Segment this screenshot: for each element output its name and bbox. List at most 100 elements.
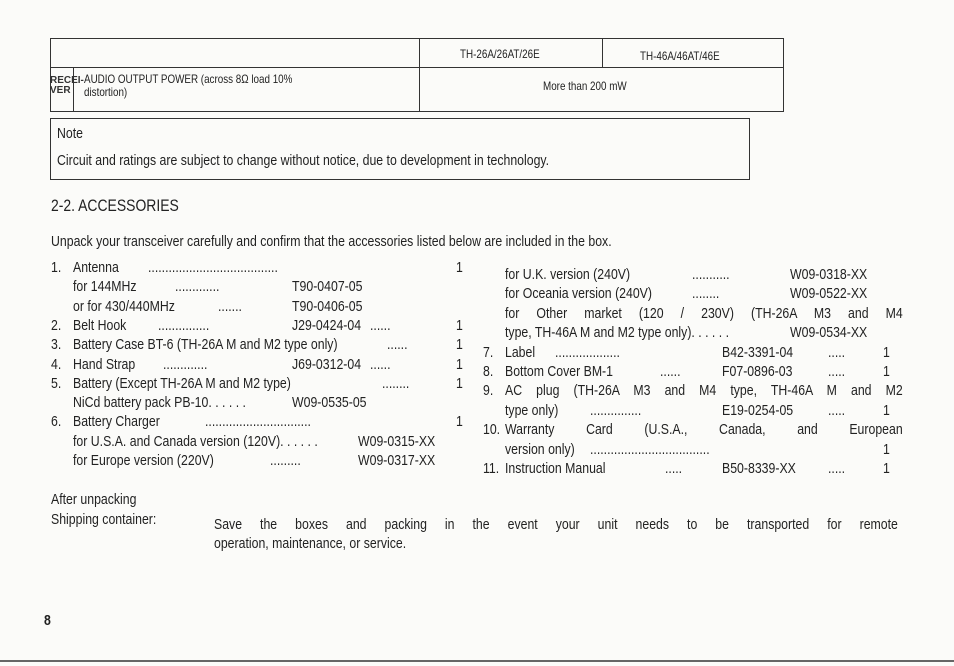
shipping-text: operation, maintenance, or service.: [214, 535, 407, 552]
dot-leader: ......: [387, 336, 408, 354]
section-label-line: RECEI-: [50, 75, 84, 86]
row-value: More than 200 mW: [543, 79, 627, 93]
item-label: Instruction Manual: [505, 460, 606, 477]
quantity: 1: [456, 355, 463, 373]
item-number: 9.: [483, 382, 494, 400]
item-label: for U.S.A. and Canada version (120V). . …: [73, 432, 318, 450]
dot-leader: .............: [163, 355, 208, 373]
item-label: for U.K. version (240V): [505, 266, 631, 283]
table-header-col2: TH-46A/46AT/46E: [640, 49, 720, 63]
item-label: NiCd battery pack PB-10. . . . . .: [73, 394, 246, 412]
quantity: 1: [456, 413, 463, 431]
item-label: for Oceania version (240V): [505, 285, 652, 303]
item-label: or for 430/440MHz: [73, 297, 175, 315]
item-label: type only): [505, 401, 559, 419]
part-number: T90-0406-05: [292, 297, 363, 315]
part-number: W09-0535-05: [292, 394, 367, 412]
section-heading: 2-2. ACCESSORIES: [51, 196, 179, 215]
table-section-label: RECEI- VER: [50, 75, 84, 102]
item-label: Hand Strap: [73, 355, 136, 373]
note-text: Circuit and ratings are subject to chang…: [57, 152, 550, 169]
dot-leader: ......: [660, 363, 681, 380]
part-number: B42-3391-04: [722, 343, 794, 361]
dot-leader: .....: [828, 460, 846, 477]
part-number: E19-0254-05: [722, 401, 794, 419]
item-number: 5.: [51, 374, 62, 392]
part-number: W09-0315-XX: [358, 432, 436, 450]
item-number: 11.: [483, 460, 500, 477]
dot-leader: .....: [828, 343, 846, 361]
quantity: 1: [883, 460, 890, 477]
shipping-label: Shipping container:: [51, 511, 157, 528]
shipping-text: Save the boxes and packing in the event …: [214, 516, 898, 533]
item-label: for Other market (120 / 230V) (TH-26A M3…: [505, 304, 903, 322]
dot-leader: .......: [218, 297, 242, 315]
table-divider: [50, 67, 783, 68]
quantity: 1: [883, 440, 890, 458]
quantity: 1: [883, 343, 890, 361]
part-number: W09-0317-XX: [358, 452, 436, 469]
part-number: T90-0407-05: [292, 278, 363, 296]
intro-text: Unpack your transceiver carefully and co…: [51, 233, 612, 250]
table-divider: [602, 38, 603, 68]
item-label: Battery (Except TH-26A M and M2 type): [73, 374, 291, 392]
dot-leader: ......: [370, 316, 391, 334]
item-label: Warranty Card (U.S.A., Canada, and Europ…: [505, 421, 903, 439]
item-number: 6.: [51, 413, 62, 431]
item-number: 4.: [51, 355, 62, 373]
dot-leader: .............: [175, 278, 220, 296]
item-label: Bottom Cover BM-1: [505, 363, 614, 380]
dot-leader: ........: [692, 285, 720, 303]
dot-leader: ......: [370, 355, 391, 373]
dot-leader: ........: [382, 374, 410, 392]
dot-leader: ...............................: [205, 413, 311, 431]
item-label: for Europe version (220V): [73, 452, 214, 469]
table-divider: [419, 38, 420, 111]
part-number: W09-0534-XX: [790, 324, 868, 342]
item-label: version only): [505, 440, 575, 458]
quantity: 1: [456, 316, 463, 334]
part-number: W09-0318-XX: [790, 266, 868, 283]
row-label: AUDIO OUTPUT POWER (across 8Ω load 10%: [84, 72, 293, 86]
spec-table: [50, 38, 784, 112]
item-number: 1.: [51, 259, 62, 276]
item-label: Battery Case BT-6 (TH-26A M and M2 type …: [73, 336, 338, 354]
quantity: 1: [456, 374, 463, 392]
after-heading: After unpacking: [51, 491, 137, 508]
part-number: J29-0424-04: [292, 316, 362, 334]
item-label: for 144MHz: [73, 278, 137, 296]
item-label: Antenna: [73, 259, 119, 276]
item-label: AC plug (TH-26A M3 and M4 type, TH-46A M…: [505, 382, 903, 400]
part-number: B50-8339-XX: [722, 460, 796, 477]
dot-leader: ...............: [158, 316, 210, 334]
section-label-line: VER: [50, 85, 71, 96]
item-number: 10.: [483, 421, 501, 439]
part-number: F07-0896-03: [722, 363, 793, 380]
item-number: 2.: [51, 316, 62, 334]
part-number: W09-0522-XX: [790, 285, 868, 303]
dot-leader: .....: [828, 401, 846, 419]
item-label: Belt Hook: [73, 316, 127, 334]
dot-leader: ...................................: [590, 440, 710, 458]
item-number: 8.: [483, 363, 494, 380]
dot-leader: ...................: [555, 343, 620, 361]
quantity: 1: [883, 363, 890, 380]
item-label: Label: [505, 343, 536, 361]
quantity: 1: [456, 336, 463, 354]
item-label: Battery Charger: [73, 413, 160, 431]
note-box: [50, 118, 750, 180]
item-number: 3.: [51, 336, 62, 354]
part-number: J69-0312-04: [292, 355, 362, 373]
item-number: 7.: [483, 343, 494, 361]
dot-leader: ...............: [590, 401, 642, 419]
dot-leader: ......................................: [148, 259, 278, 276]
dot-leader: .....: [665, 460, 683, 477]
quantity: 1: [456, 259, 463, 276]
row-label: distortion): [84, 85, 128, 99]
dot-leader: .........: [270, 452, 301, 469]
item-label: type, TH-46A M and M2 type only). . . . …: [505, 324, 730, 342]
quantity: 1: [883, 401, 890, 419]
page-edge: [0, 660, 954, 662]
table-header-col1: TH-26A/26AT/26E: [460, 47, 540, 61]
